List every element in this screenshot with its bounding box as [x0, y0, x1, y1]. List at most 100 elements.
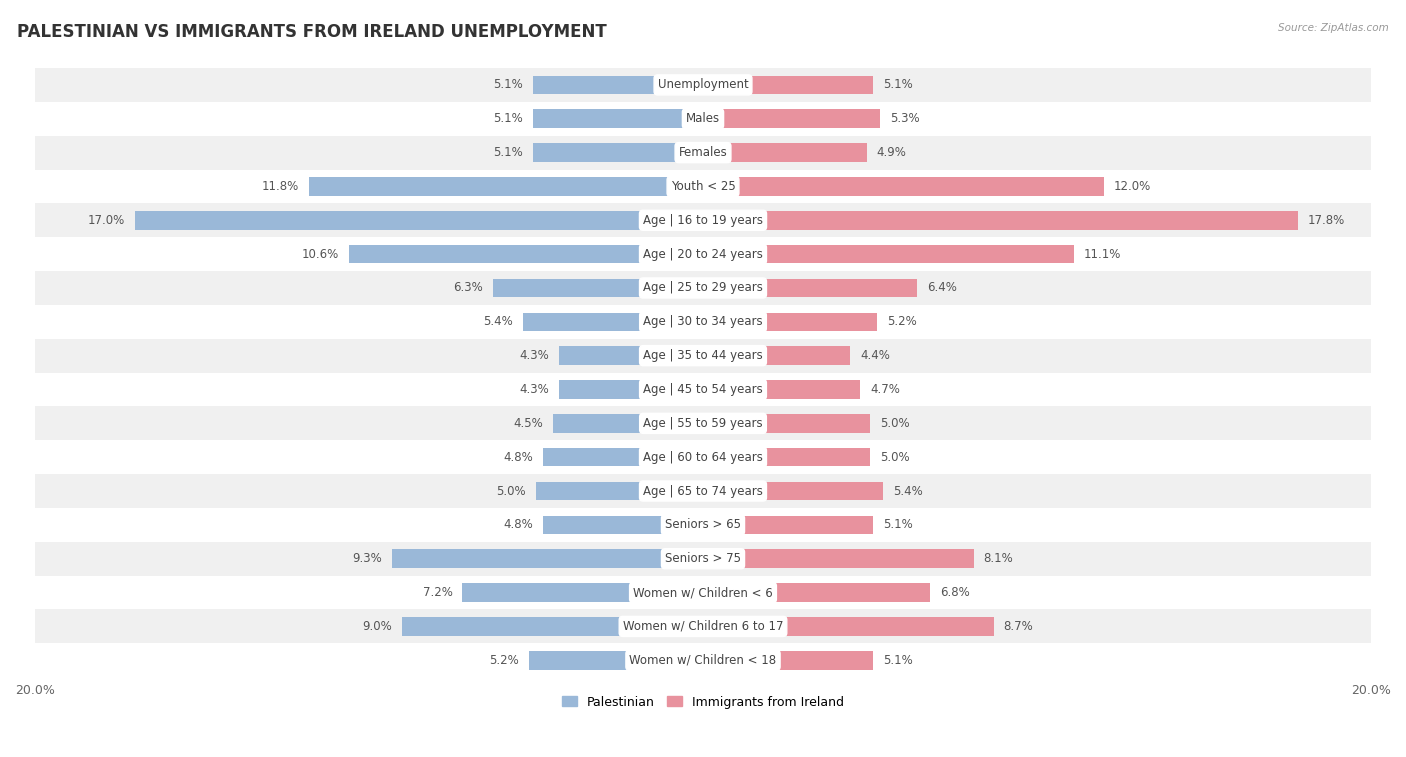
Bar: [703, 651, 873, 669]
Bar: [35, 68, 1371, 102]
Text: Age | 35 to 44 years: Age | 35 to 44 years: [643, 349, 763, 362]
Text: 9.3%: 9.3%: [353, 552, 382, 565]
Text: 5.4%: 5.4%: [893, 484, 924, 497]
Text: 4.4%: 4.4%: [860, 349, 890, 362]
Text: 5.1%: 5.1%: [494, 79, 523, 92]
Text: Age | 30 to 34 years: Age | 30 to 34 years: [643, 316, 763, 329]
Text: 5.1%: 5.1%: [883, 519, 912, 531]
Bar: [309, 177, 703, 196]
Bar: [703, 177, 1104, 196]
Bar: [35, 575, 1371, 609]
Bar: [492, 279, 703, 298]
Text: 5.0%: 5.0%: [880, 417, 910, 430]
Text: 5.1%: 5.1%: [883, 654, 912, 667]
Bar: [35, 305, 1371, 338]
Bar: [463, 583, 703, 602]
Bar: [560, 380, 703, 399]
Bar: [529, 651, 703, 669]
Bar: [35, 609, 1371, 643]
Text: 5.1%: 5.1%: [883, 79, 912, 92]
Bar: [35, 643, 1371, 678]
Text: 6.8%: 6.8%: [941, 586, 970, 599]
Bar: [703, 414, 870, 433]
Text: Women w/ Children < 6: Women w/ Children < 6: [633, 586, 773, 599]
Bar: [560, 347, 703, 365]
Text: Age | 45 to 54 years: Age | 45 to 54 years: [643, 383, 763, 396]
Text: 10.6%: 10.6%: [302, 248, 339, 260]
Text: Seniors > 75: Seniors > 75: [665, 552, 741, 565]
Text: 9.0%: 9.0%: [363, 620, 392, 633]
Text: Source: ZipAtlas.com: Source: ZipAtlas.com: [1278, 23, 1389, 33]
Text: 8.7%: 8.7%: [1004, 620, 1033, 633]
Bar: [543, 516, 703, 534]
Bar: [543, 448, 703, 466]
Text: 5.4%: 5.4%: [482, 316, 513, 329]
Text: 5.1%: 5.1%: [494, 146, 523, 159]
Bar: [533, 143, 703, 162]
Bar: [35, 271, 1371, 305]
Bar: [35, 508, 1371, 542]
Text: 6.4%: 6.4%: [927, 282, 956, 294]
Bar: [703, 313, 877, 331]
Text: 5.2%: 5.2%: [489, 654, 519, 667]
Bar: [703, 347, 851, 365]
Text: Age | 55 to 59 years: Age | 55 to 59 years: [643, 417, 763, 430]
Bar: [703, 380, 860, 399]
Bar: [703, 481, 883, 500]
Bar: [703, 211, 1298, 229]
Text: 11.1%: 11.1%: [1084, 248, 1121, 260]
Bar: [703, 279, 917, 298]
Text: Women w/ Children < 18: Women w/ Children < 18: [630, 654, 776, 667]
Text: 11.8%: 11.8%: [262, 180, 299, 193]
Bar: [402, 617, 703, 636]
Text: 17.0%: 17.0%: [89, 213, 125, 227]
Text: 5.3%: 5.3%: [890, 112, 920, 125]
Bar: [35, 237, 1371, 271]
Bar: [703, 76, 873, 94]
Text: Unemployment: Unemployment: [658, 79, 748, 92]
Bar: [349, 245, 703, 263]
Bar: [35, 441, 1371, 474]
Text: 4.9%: 4.9%: [877, 146, 907, 159]
Text: Seniors > 65: Seniors > 65: [665, 519, 741, 531]
Bar: [533, 110, 703, 128]
Bar: [703, 516, 873, 534]
Text: 5.2%: 5.2%: [887, 316, 917, 329]
Bar: [703, 583, 931, 602]
Bar: [135, 211, 703, 229]
Text: Age | 20 to 24 years: Age | 20 to 24 years: [643, 248, 763, 260]
Text: Age | 65 to 74 years: Age | 65 to 74 years: [643, 484, 763, 497]
Bar: [392, 550, 703, 568]
Bar: [35, 136, 1371, 170]
Text: 4.3%: 4.3%: [520, 383, 550, 396]
Bar: [35, 407, 1371, 441]
Text: 5.1%: 5.1%: [494, 112, 523, 125]
Bar: [35, 102, 1371, 136]
Bar: [703, 245, 1074, 263]
Bar: [553, 414, 703, 433]
Bar: [533, 76, 703, 94]
Bar: [35, 170, 1371, 204]
Text: Females: Females: [679, 146, 727, 159]
Text: 4.3%: 4.3%: [520, 349, 550, 362]
Text: Age | 60 to 64 years: Age | 60 to 64 years: [643, 450, 763, 464]
Text: Women w/ Children 6 to 17: Women w/ Children 6 to 17: [623, 620, 783, 633]
Bar: [35, 372, 1371, 407]
Bar: [703, 110, 880, 128]
Text: 4.8%: 4.8%: [503, 450, 533, 464]
Text: 8.1%: 8.1%: [984, 552, 1014, 565]
Bar: [35, 474, 1371, 508]
Bar: [35, 204, 1371, 237]
Text: Age | 25 to 29 years: Age | 25 to 29 years: [643, 282, 763, 294]
Bar: [523, 313, 703, 331]
Bar: [536, 481, 703, 500]
Text: 7.2%: 7.2%: [423, 586, 453, 599]
Text: 6.3%: 6.3%: [453, 282, 482, 294]
Text: 4.5%: 4.5%: [513, 417, 543, 430]
Text: 4.7%: 4.7%: [870, 383, 900, 396]
Bar: [703, 448, 870, 466]
Text: Males: Males: [686, 112, 720, 125]
Legend: Palestinian, Immigrants from Ireland: Palestinian, Immigrants from Ireland: [557, 690, 849, 714]
Text: 5.0%: 5.0%: [496, 484, 526, 497]
Bar: [35, 542, 1371, 575]
